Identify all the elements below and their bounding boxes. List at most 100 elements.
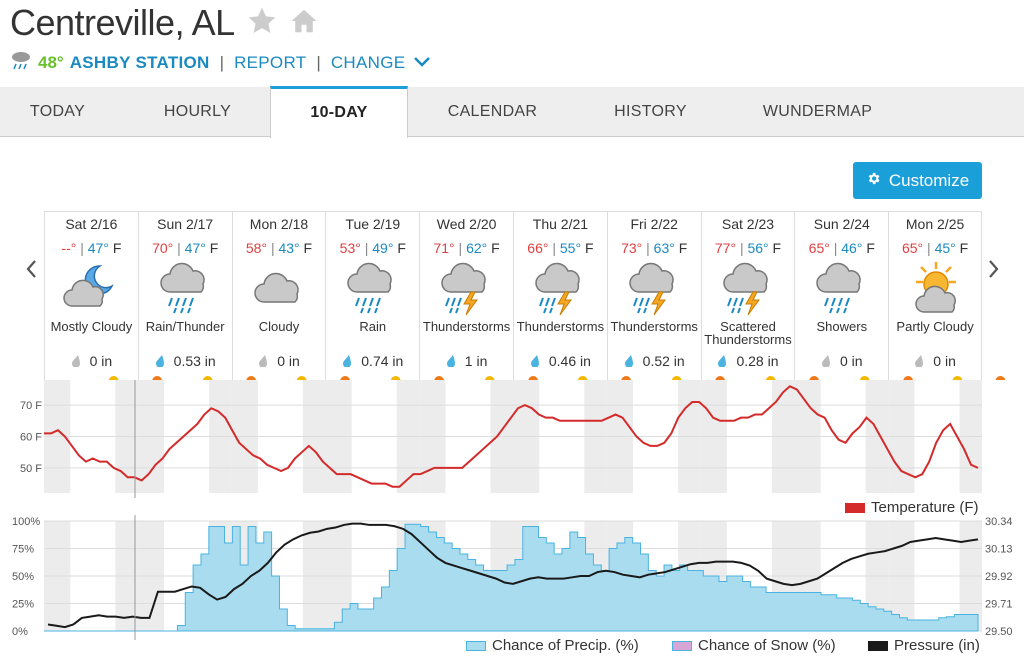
rain-icon [816, 262, 862, 314]
precip-legend[interactable]: Chance of Precip. (%) [466, 637, 639, 654]
day-column[interactable]: Wed 2/20 71° | 62° F Thunderstorms 1 in [419, 212, 538, 381]
day-date: Wed 2/20 [436, 216, 497, 232]
day-precip: 0.74 in [326, 353, 419, 369]
raindrop-icon [446, 355, 455, 367]
thunderstorm-icon [441, 262, 486, 316]
day-hi-lo: 73° | 63° F [608, 240, 701, 258]
y-tick-label: 75% [12, 544, 34, 556]
day-column[interactable]: Sat 2/23 77° | 56° F Scattered Thunderst… [700, 212, 819, 381]
y-right-tick-label: 30.13 [985, 544, 1013, 556]
high-temp: 65° [901, 240, 924, 256]
high-temp: --° [61, 240, 77, 256]
tab-today[interactable]: TODAY [29, 103, 86, 120]
tab-wundermap[interactable]: WUNDERMAP [762, 103, 873, 120]
high-temp: 66° [527, 240, 549, 256]
temperature-chart: 50 F 60 F 70 F [20, 380, 982, 498]
raindrop-icon [530, 355, 539, 367]
sun-times-icon [672, 376, 726, 380]
day-column[interactable]: Sun 2/17 70° | 47° F Rain/Thunder 0.53 i… [137, 212, 257, 381]
day-precip: 1 in [420, 353, 513, 369]
tab-calendar[interactable]: CALENDAR [447, 103, 538, 120]
low-temp: 47° [87, 240, 109, 256]
tab-10-day[interactable]: 10-DAY [270, 86, 408, 138]
day-condition: Thunderstorms [422, 319, 511, 334]
day-hi-lo: 53° | 49° F [326, 240, 419, 258]
precip-area [44, 523, 979, 632]
sun-times-icon [578, 376, 632, 380]
day-precip: 0.28 in [702, 353, 795, 369]
night-cloudy-icon [63, 265, 114, 307]
raindrop-icon [71, 355, 80, 367]
raindrop-icon [343, 355, 352, 367]
day-date: Tue 2/19 [345, 216, 401, 232]
divider: | [646, 240, 654, 256]
low-temp: 62° [466, 240, 488, 256]
station-name-link[interactable]: ASHBY STATION [69, 52, 210, 72]
pressure-legend[interactable]: Pressure (in) [868, 637, 980, 654]
next-arrow-icon[interactable] [987, 258, 1001, 286]
day-condition: Thunderstorms [610, 319, 698, 334]
divider: | [927, 240, 935, 256]
high-temp: 58° [245, 240, 268, 256]
high-temp: 65° [808, 240, 830, 256]
precip-amount: 0 in [277, 353, 300, 369]
precip-amount: 0 in [89, 353, 113, 369]
high-temp: 53° [339, 240, 361, 256]
current-temp: 48° [38, 52, 64, 72]
precip-legend-label: Chance of Precip. (%) [492, 637, 639, 654]
day-hi-lo: 66° | 55° F [514, 240, 607, 258]
snow-swatch [672, 640, 692, 651]
tab-history[interactable]: HISTORY [614, 103, 687, 120]
tab-bar: TODAY HOURLY 10-DAY CALENDAR HISTORY WUN… [0, 86, 1024, 138]
sun-times-icon [109, 376, 163, 380]
report-link[interactable]: REPORT [234, 52, 307, 72]
day-column[interactable]: Tue 2/19 53° | 49° F Rain 0.74 in [325, 212, 444, 381]
day-column[interactable]: Sun 2/24 65° | 46° F Showers 0 in [794, 212, 913, 381]
sun-times-icon [203, 376, 257, 380]
day-date: Fri 2/22 [630, 216, 678, 232]
tab-hourly[interactable]: HOURLY [163, 103, 232, 120]
gear-icon [866, 171, 881, 191]
low-temp: 47° [184, 240, 206, 256]
day-hi-lo: --° | 47° F [45, 240, 138, 258]
raindrop-icon [718, 355, 727, 367]
customize-label: Customize [888, 170, 970, 190]
thunderstorm-icon [535, 262, 580, 316]
y-tick-label: 50% [12, 571, 34, 583]
precip-amount: 0.28 in [736, 353, 779, 369]
snow-legend[interactable]: Chance of Snow (%) [672, 637, 836, 654]
change-link[interactable]: CHANGE [330, 52, 406, 72]
temp-unit: F [209, 240, 219, 256]
rain-icon [160, 262, 205, 314]
divider: | [219, 52, 225, 72]
precip-amount: 0 in [933, 353, 956, 369]
temperature-legend[interactable]: Temperature (F) [845, 499, 979, 516]
favorite-star-icon[interactable] [245, 5, 279, 42]
day-condition: Mostly Cloudy [50, 319, 133, 334]
pressure-legend-label: Pressure (in) [894, 637, 980, 654]
sun-times-icon [952, 376, 1006, 380]
day-column[interactable]: Sat 2/16 --° | 47° F Mostly Cloudy 0 in [44, 212, 163, 381]
low-temp: 55° [559, 240, 582, 256]
precip-amount: 0 in [840, 353, 863, 369]
day-column[interactable]: Fri 2/22 73° | 63° F Thunderstorms 0.52 … [606, 212, 726, 381]
temperature-line [44, 385, 979, 488]
day-column[interactable]: Mon 2/18 58° | 43° F Cloudy 0 in [231, 212, 350, 381]
y-right-tick-label: 29.92 [985, 571, 1013, 583]
y-tick-label: 70 F [20, 400, 42, 412]
high-temp: 71° [433, 240, 455, 256]
precip-amount: 0.53 in [173, 353, 216, 369]
forecast-days: Sat 2/16 --° | 47° F Mostly Cloudy 0 in … [44, 211, 1006, 381]
temp-unit: F [112, 240, 122, 256]
pressure-swatch [868, 640, 888, 651]
home-icon[interactable] [289, 6, 319, 41]
temperature-swatch [845, 502, 865, 513]
chevron-down-icon[interactable] [413, 53, 431, 73]
prev-arrow-icon[interactable] [24, 258, 38, 286]
day-column[interactable]: Thu 2/21 66° | 55° F Thunderstorms 0.46 … [513, 212, 632, 381]
low-temp: 43° [278, 240, 300, 256]
customize-button[interactable]: Customize [853, 162, 982, 199]
day-condition: Partly Cloudy [896, 319, 974, 334]
low-temp: 56° [747, 240, 769, 256]
day-column[interactable]: Mon 2/25 65° | 45° F Partly Cloudy 0 in [888, 212, 1006, 381]
